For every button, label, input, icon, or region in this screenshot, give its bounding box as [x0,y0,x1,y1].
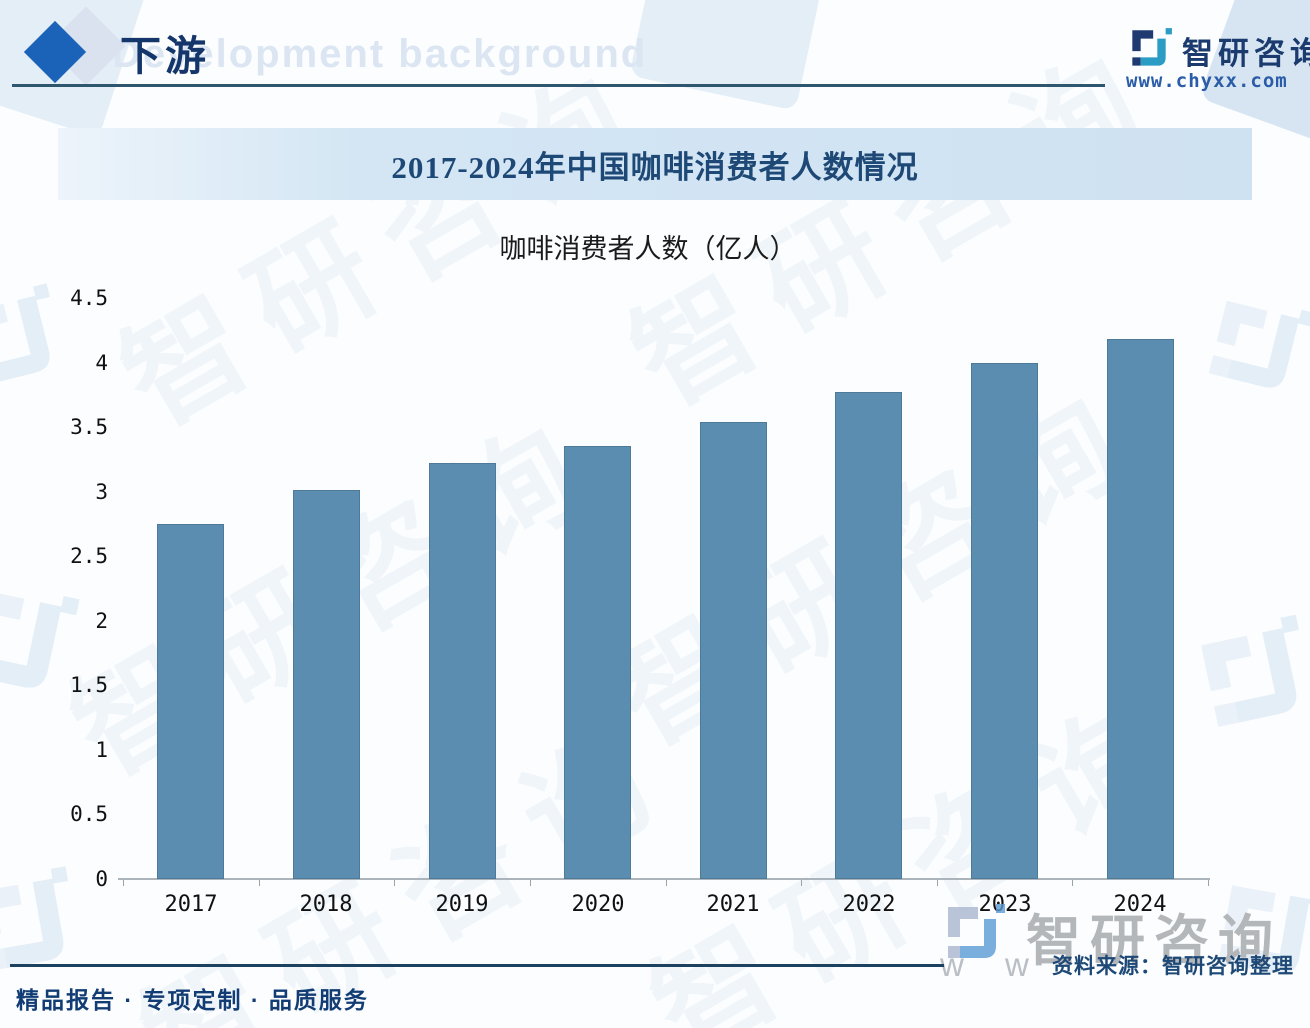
company-logo-icon [1132,28,1172,66]
x-axis-tick [1208,880,1209,886]
y-axis-label: 4 [95,350,108,375]
x-axis-label-2022: 2022 [842,892,896,917]
y-axis-label: 0.5 [70,802,108,827]
company-name: 智研咨询 [1182,36,1310,71]
bar-2020 [564,446,631,879]
watermark-logo-icon [948,904,1005,958]
x-axis-line [118,878,1210,880]
chart-subtitle: 咖啡消费者人数（亿人） [499,234,797,264]
bar-2019 [429,463,496,879]
bar-2021 [700,422,767,879]
header-watermark-text: Development background [112,32,648,76]
section-title: 下游 [120,33,210,79]
watermark-square [629,0,831,111]
watermark-logo-icon [1208,300,1310,388]
bar-2023 [971,363,1038,879]
chart-title-banner: 2017-2024年中国咖啡消费者人数情况 [58,128,1252,200]
y-axis-label: 1 [95,737,108,762]
chart-title: 2017-2024年中国咖啡消费者人数情况 [391,149,919,185]
y-axis-label: 0 [95,867,108,891]
bar-2018 [293,490,360,879]
y-axis-label: 3.5 [70,415,108,440]
x-axis-tick [801,880,802,886]
y-axis-label: 3 [95,479,108,504]
source-label: 资料来源：智研咨询整理 [1052,955,1294,978]
company-url: www.chyxx.com [1126,70,1288,92]
y-axis-label: 1.5 [70,673,108,698]
bar-2022 [835,392,902,879]
watermark-stamp-text: 智研咨询 [611,22,1184,431]
bar-2017 [157,524,224,879]
x-axis-label-2020: 2020 [571,892,625,917]
x-axis-tick [530,880,531,886]
x-axis-label-2024: 2024 [1113,892,1167,917]
footer-divider [10,964,944,967]
y-axis-label: 4.5 [70,286,108,310]
x-axis-label-2018: 2018 [299,892,353,917]
x-axis-tick [666,880,667,886]
x-axis-tick [394,880,395,886]
x-axis-tick [259,880,260,886]
bar-2024 [1107,339,1174,879]
footer-tagline: 精品报告 · 专项定制 · 品质服务 [16,987,369,1013]
x-axis-tick [1072,880,1073,886]
x-axis-label-2019: 2019 [435,892,489,917]
watermark-letters: w w [940,946,1045,983]
header-divider [12,84,1105,87]
x-axis-label-2021: 2021 [706,892,760,917]
watermark-brand-text: 智研咨询 [1026,910,1283,972]
x-axis-label-2017: 2017 [164,892,218,917]
x-axis-tick [123,880,124,886]
x-axis-tick [937,880,938,886]
watermark-logo-icon [1201,614,1299,727]
y-axis-label: 2.5 [70,544,108,569]
y-axis-label: 2 [95,608,108,633]
